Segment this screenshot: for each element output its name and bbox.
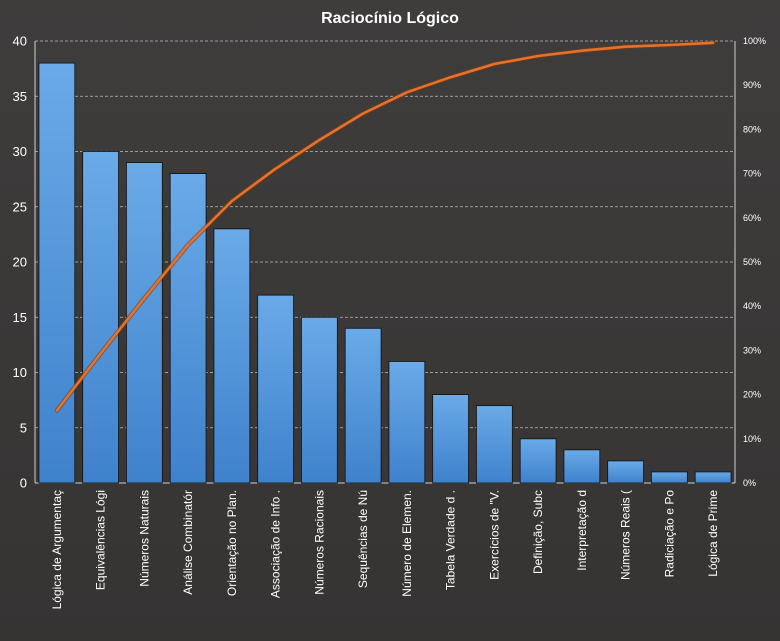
bar [82,151,119,484]
y-axis-ticks: 0 5 10 15 20 25 30 35 40 [13,34,27,491]
x-tick-label: Exercícios de "V. [487,490,501,580]
y2-axis-ticks: 0% 10% 20% 30% 40% 50% 60% 70% 80% 90% 100% [743,36,766,488]
y-tick-label: 0 [20,476,27,491]
bar [169,173,207,484]
bar [344,327,382,484]
bar [257,294,294,484]
x-axis-ticks: Lógica de Argumentaç Equivalências Lógi Nú… [50,490,720,610]
x-tick-label: Análise Combinatór [181,490,195,595]
cumulative-line [54,40,716,413]
y2-tick-label: 50% [743,257,761,267]
y2-tick-label: 60% [743,213,761,223]
cumulative-line-path [55,41,715,412]
bar [519,438,557,484]
bar [38,62,76,484]
y2-tick-label: 40% [743,301,761,311]
y-tick-label: 40 [13,34,27,49]
bar [607,460,644,484]
y2-tick-label: 20% [743,390,761,400]
y-tick-label: 10 [13,365,27,380]
x-tick-label: Radiciação e Po [662,490,676,578]
bar [388,361,426,484]
y2-tick-label: 0% [743,478,756,488]
x-tick-label: Número de Elemen. [400,490,414,597]
x-tick-label: Números Reais ( [619,490,633,580]
bar [694,471,732,484]
x-tick-label: Definição, Subc [531,490,545,574]
y2-tick-label: 30% [743,345,761,355]
y2-tick-label: 80% [743,124,761,134]
bar [301,316,338,484]
y-tick-label: 25 [13,199,27,214]
y2-tick-label: 90% [743,80,761,90]
x-tick-label: Números Naturais [137,490,151,587]
y-tick-label: 15 [13,310,27,325]
y-tick-label: 5 [20,420,27,435]
x-tick-label: Tabela Verdade d . [444,490,458,590]
chart-title: Raciocínio Lógico [321,10,459,27]
x-tick-label: Equivalências Lógi [94,490,108,590]
y-tick-label: 35 [13,89,27,104]
bar [213,228,251,484]
x-tick-label: Números Racionais [312,490,326,595]
bars [38,62,732,484]
y2-tick-label: 70% [743,169,761,179]
bar [432,394,469,484]
x-tick-label: Orientação no Plan. [225,490,239,596]
bar [126,162,163,484]
bar [651,471,688,484]
bar [476,405,513,484]
y-tick-label: 30 [13,144,27,159]
y2-tick-label: 100% [743,36,766,46]
y2-tick-label: 10% [743,434,761,444]
x-tick-label: Sequências de Nú [356,490,370,588]
x-tick-label: Associação de Info . [269,490,283,598]
y-tick-label: 20 [13,255,27,270]
bar [563,449,601,484]
x-tick-label: Lógica de Argumentaç [50,490,64,609]
x-tick-label: Lógica de Prime [706,490,720,577]
x-tick-label: Interpretação d [575,490,589,571]
